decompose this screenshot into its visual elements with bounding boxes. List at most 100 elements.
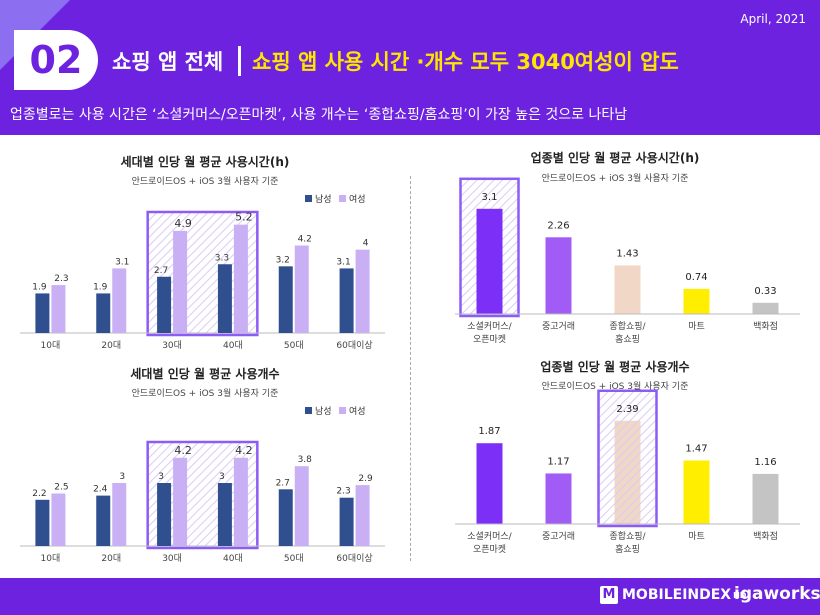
bar — [294, 245, 309, 333]
bar — [476, 208, 503, 314]
data-label: 3 — [158, 472, 164, 482]
legend-label: 여성 — [349, 193, 366, 205]
data-label: 0.74 — [685, 272, 707, 283]
x-tick-label: 소셜커머스/ — [467, 321, 512, 332]
x-tick-label: 백화점 — [753, 530, 778, 542]
x-tick-label: 홈쇼핑 — [615, 333, 640, 345]
data-label: 2.9 — [358, 474, 373, 484]
bar — [545, 237, 572, 314]
data-label: 3.1 — [336, 257, 350, 267]
mobileindex-logo: M MOBILEINDEX HD — [600, 586, 746, 604]
data-label: 1.9 — [93, 282, 108, 292]
x-tick-label: 30대 — [162, 553, 182, 564]
data-label: 4.2 — [174, 444, 192, 457]
data-label: 3 — [219, 472, 225, 482]
x-tick-label: 50대 — [284, 553, 304, 564]
data-label: 4.9 — [174, 217, 192, 230]
data-label: 3.8 — [298, 455, 313, 465]
bar-hatch — [614, 420, 641, 524]
legend-label: 여성 — [349, 405, 366, 417]
legend-swatch — [339, 195, 346, 202]
bar — [35, 499, 50, 546]
legend-swatch — [305, 407, 312, 414]
x-tick-label: 50대 — [284, 340, 304, 351]
x-tick-label: 종합쇼핑/ — [609, 321, 646, 332]
data-label: 3.2 — [276, 255, 290, 265]
bar — [96, 293, 111, 333]
data-label: 1.16 — [754, 457, 776, 468]
highlight-box — [597, 389, 658, 528]
chart-subtitle: 안드로이드OS + iOS 3월 사용자 기준 — [542, 172, 689, 184]
x-tick-label: 10대 — [41, 553, 61, 564]
bar — [112, 483, 127, 546]
bar — [683, 288, 710, 314]
data-label: 5.2 — [235, 211, 253, 224]
bar — [752, 302, 779, 314]
footer-bar — [0, 578, 820, 615]
x-tick-label: 60대이상 — [336, 553, 372, 564]
bar — [233, 224, 248, 333]
data-label: 3 — [119, 472, 125, 482]
x-tick-label: 백화점 — [753, 320, 778, 332]
bar — [233, 457, 248, 546]
chart-title: 세대별 인당 월 평균 사용개수 — [130, 366, 279, 381]
header-banner: April, 2021 02 쇼핑 앱 전체 쇼핑 앱 사용 시간 ·개수 모두… — [0, 0, 820, 135]
x-tick-label: 마트 — [688, 531, 705, 542]
data-label: 2.39 — [616, 404, 638, 415]
bar — [545, 473, 572, 524]
data-label: 2.4 — [93, 485, 108, 495]
data-label: 4.2 — [235, 444, 253, 457]
chart-category-usage-time: 업종별 인당 월 평균 사용시간(h) 안드로이드OS + iOS 3월 사용자 … — [455, 150, 800, 345]
chart-title: 세대별 인당 월 평균 사용시간(h) — [121, 154, 290, 169]
data-label: 2.26 — [547, 220, 569, 231]
x-tick-label: 30대 — [162, 340, 182, 351]
chart-title: 업종별 인당 월 평균 사용개수 — [540, 359, 689, 374]
bar — [339, 268, 354, 333]
data-label: 1.87 — [478, 426, 500, 437]
data-label: 1.9 — [32, 282, 47, 292]
x-tick-label: 중고거래 — [542, 321, 575, 332]
data-label: 3.1 — [482, 192, 498, 203]
bar — [217, 264, 232, 333]
igaworks-logo: igaworks — [734, 584, 820, 604]
chart-age-usage-time: 세대별 인당 월 평균 사용시간(h) 안드로이드OS + iOS 3월 사용자 … — [20, 154, 385, 351]
bar — [51, 285, 66, 333]
bar — [278, 266, 293, 333]
chart-subtitle: 안드로이드OS + iOS 3월 사용자 기준 — [132, 175, 279, 187]
bar — [294, 466, 309, 546]
bar — [217, 483, 232, 546]
x-tick-label: 40대 — [223, 340, 243, 351]
x-tick-label: 마트 — [688, 321, 705, 332]
bar — [752, 473, 779, 524]
bar — [355, 485, 370, 546]
bar — [278, 489, 293, 546]
data-label: 1.47 — [685, 443, 707, 454]
legend-label: 남성 — [315, 194, 332, 205]
page-description: 업종별로는 사용 시간은 ‘소셜커머스/오픈마켓’, 사용 개수는 ‘종합쇼핑/… — [10, 107, 628, 123]
x-tick-label: 오픈마켓 — [473, 334, 506, 345]
data-label: 2.5 — [54, 483, 68, 493]
report-date: April, 2021 — [740, 12, 806, 26]
bar — [355, 249, 370, 333]
x-tick-label: 20대 — [101, 340, 121, 351]
mobileindex-logo-mark: M — [600, 586, 618, 604]
chart-subtitle: 안드로이드OS + iOS 3월 사용자 기준 — [542, 380, 689, 392]
section-number: 02 — [29, 38, 83, 82]
legend-label: 남성 — [315, 406, 332, 417]
section-badge: 02 — [14, 30, 98, 90]
data-label: 2.3 — [336, 487, 350, 497]
x-tick-label: 40대 — [223, 553, 243, 564]
x-tick-label: 종합쇼핑/ — [609, 531, 646, 542]
data-label: 3.1 — [115, 257, 129, 267]
data-label: 1.17 — [547, 456, 569, 467]
x-tick-label: 10대 — [41, 340, 61, 351]
bar — [51, 493, 66, 546]
data-label: 2.2 — [32, 489, 46, 499]
bar — [476, 443, 503, 524]
legend-swatch — [339, 407, 346, 414]
chart-title: 업종별 인당 월 평균 사용시간(h) — [531, 150, 700, 165]
bar — [96, 495, 111, 546]
mobileindex-logo-hd: HD — [733, 590, 747, 600]
page-headline: 쇼핑 앱 사용 시간 ·개수 모두 3040여성이 압도 — [252, 50, 679, 74]
